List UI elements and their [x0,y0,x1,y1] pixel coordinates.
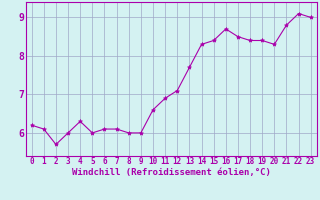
X-axis label: Windchill (Refroidissement éolien,°C): Windchill (Refroidissement éolien,°C) [72,168,271,177]
